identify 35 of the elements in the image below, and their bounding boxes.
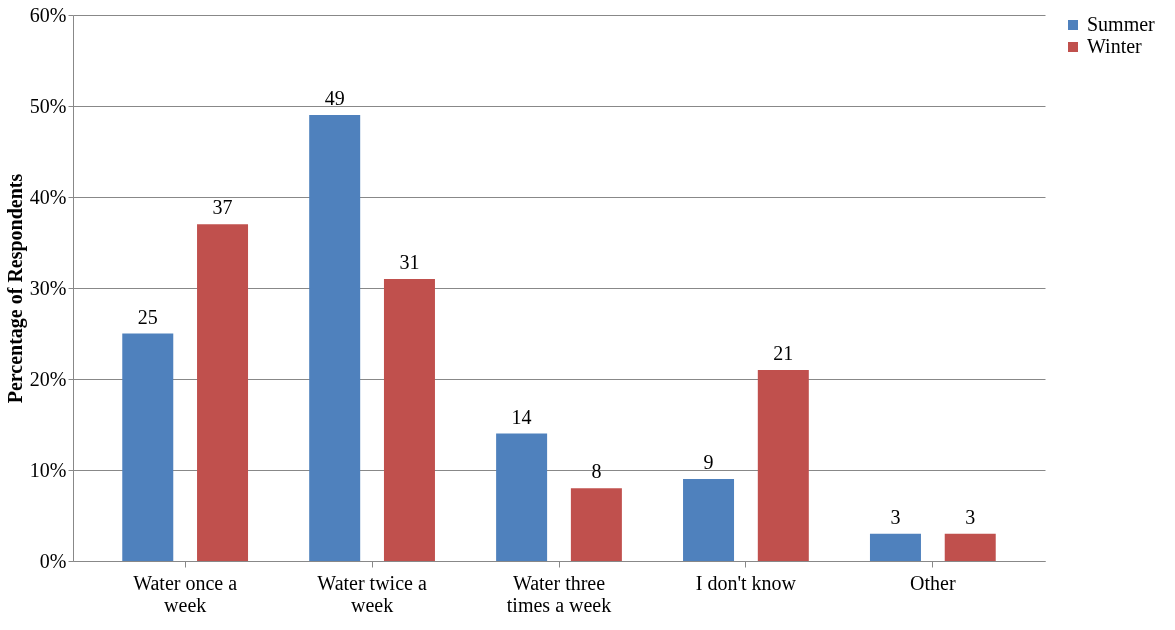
x-tick-label: I don't know bbox=[695, 571, 797, 594]
y-tick-label: 30% bbox=[29, 276, 67, 299]
y-tick-label: 40% bbox=[29, 185, 67, 208]
data-label: 21 bbox=[773, 341, 794, 364]
data-label: 31 bbox=[399, 250, 420, 273]
data-label: 25 bbox=[137, 305, 158, 328]
bar bbox=[309, 115, 361, 561]
bar bbox=[757, 369, 809, 561]
legend-label: Winter bbox=[1087, 35, 1143, 57]
y-tick-label: 50% bbox=[29, 94, 67, 117]
data-label: 9 bbox=[703, 451, 714, 474]
bar bbox=[683, 479, 735, 561]
y-tick-label: 0% bbox=[39, 549, 67, 572]
data-label: 37 bbox=[212, 196, 233, 219]
legend-label: Summer bbox=[1087, 13, 1156, 35]
data-label: 3 bbox=[965, 505, 976, 528]
bar bbox=[570, 488, 622, 561]
data-label: 14 bbox=[511, 405, 532, 428]
bar bbox=[869, 533, 921, 561]
x-tick-label: Water once a week bbox=[133, 571, 238, 616]
data-label: 8 bbox=[591, 460, 602, 483]
bar bbox=[944, 533, 996, 561]
bar bbox=[122, 333, 174, 561]
y-tick-label: 20% bbox=[29, 367, 67, 390]
bar bbox=[496, 433, 548, 561]
y-tick-label: 60% bbox=[29, 3, 67, 26]
data-label: 3 bbox=[890, 505, 901, 528]
data-label: 49 bbox=[324, 87, 345, 110]
x-tick-label: Other bbox=[910, 571, 956, 594]
y-tick-label: 10% bbox=[29, 458, 67, 481]
x-tick-label: Water three times a week bbox=[506, 571, 612, 616]
bar bbox=[197, 224, 249, 561]
bar bbox=[383, 278, 435, 561]
x-tick-label: Water twice a week bbox=[317, 571, 427, 616]
y-axis-title: Percentage of Respondents bbox=[3, 173, 27, 404]
